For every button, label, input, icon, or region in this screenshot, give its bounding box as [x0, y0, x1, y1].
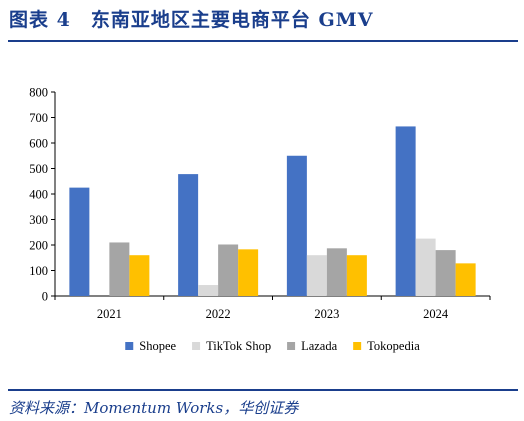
- bar-shopee-2024: [395, 126, 416, 296]
- bar-tiktok-shop-2024: [415, 238, 436, 296]
- y-tick-label: 800: [29, 86, 48, 100]
- bar-tokopedia-2021: [129, 255, 150, 296]
- bar-tiktok-shop-2023: [306, 255, 327, 296]
- legend-label-lazada: Lazada: [301, 339, 338, 353]
- legend-swatch-tiktok-shop: [192, 342, 201, 350]
- legend-label-tokopedia: Tokopedia: [367, 339, 420, 353]
- chart-title: 图表 4 东南亚地区主要电商平台 GMV: [9, 9, 374, 31]
- legend-label-shopee: Shopee: [139, 339, 176, 353]
- bar-tokopedia-2024: [455, 263, 476, 296]
- bar-tokopedia-2022: [238, 249, 259, 296]
- y-tick-label: 700: [29, 111, 48, 125]
- y-tick-label: 300: [29, 213, 48, 227]
- bar-lazada-2021: [109, 242, 130, 296]
- y-tick-label: 500: [29, 162, 48, 176]
- title-divider: [8, 40, 518, 42]
- bar-shopee-2022: [178, 174, 199, 296]
- bar-lazada-2022: [218, 244, 239, 296]
- chart-bars: [69, 126, 476, 296]
- legend-swatch-tokopedia: [353, 342, 362, 350]
- bar-tokopedia-2023: [346, 255, 367, 296]
- bar-tiktok-shop-2022: [198, 285, 219, 296]
- y-tick-label: 100: [29, 264, 48, 278]
- bar-lazada-2023: [326, 248, 347, 296]
- source-note: 资料来源：Momentum Works，华创证券: [9, 399, 299, 417]
- bar-shopee-2023: [286, 155, 307, 296]
- source-divider: [8, 389, 518, 391]
- chart-legend: Shopee TikTok Shop Lazada Tokopedia: [125, 339, 420, 353]
- x-tick-label: 2024: [423, 307, 449, 321]
- legend-swatch-lazada: [287, 342, 296, 350]
- bar-lazada-2024: [435, 250, 456, 296]
- bar-shopee-2021: [69, 187, 90, 296]
- legend-label-tiktok-shop: TikTok Shop: [206, 339, 271, 353]
- y-tick-label: 200: [29, 239, 48, 253]
- y-tick-label: 400: [29, 188, 48, 202]
- chart-axes: 0 100 200 300 400 500 600 700 800 2021 2022 2023 202…: [29, 86, 491, 321]
- x-tick-label: 2022: [206, 307, 231, 321]
- y-tick-label: 0: [42, 290, 48, 304]
- x-tick-label: 2021: [97, 307, 122, 321]
- legend-swatch-shopee: [125, 342, 134, 350]
- x-tick-label: 2023: [314, 307, 339, 321]
- y-tick-label: 600: [29, 137, 48, 151]
